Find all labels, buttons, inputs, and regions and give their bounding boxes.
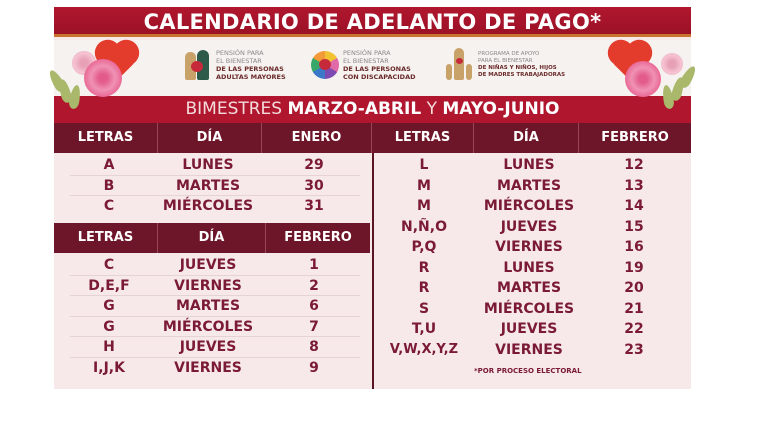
col-febrero-right: FEBRERO [601,130,669,145]
febrero-left-table: C JUEVES 1 D,E,F VIERNES 2 G MARTES 6 G MIÉRCOL… [70,255,360,378]
payment-calendar-poster: CALENDARIO DE ADELANTO DE PAGO* PENSIÓN … [46,7,699,389]
logo-madres-trabajadoras: PROGRAMA DE APOYO PARA EL BIENESTAR DE NI… [444,46,565,84]
program-logos-strip: PENSIÓN PARA EL BIENESTAR DE LAS PERSONAS… [54,40,691,96]
table-row: R LUNES 19 [418,259,644,276]
table-header-row: LETRAS DÍA ENERO LETRAS DÍA FEBRERO [54,123,691,153]
table-row: C MIÉRCOLES 31 [103,198,324,214]
col-letras: LETRAS [54,123,158,153]
table-row: D,E,F VIERNES 2 [70,276,360,296]
flowers-decoration-left [46,35,138,115]
col-enero: ENERO [262,123,372,153]
flowers-decoration-right [607,35,699,115]
poster-title: CALENDARIO DE ADELANTO DE PAGO* [54,7,691,37]
table-row: G MIÉRCOLES 7 [70,317,360,337]
elderly-couple-heart-icon [182,46,212,84]
col-dia-right: DÍA [474,123,579,153]
table-row: I,J,K VIERNES 9 [93,359,319,376]
table-row: P,Q VIERNES 16 [411,239,644,255]
col-letras-right: LETRAS [372,123,474,153]
enero-table: A LUNES 29 B MARTES 30 C MIÉRCOLES 31 [70,155,360,217]
logo-text: PENSIÓN PARA EL BIENESTAR DE LAS PERSONAS… [216,49,286,81]
table-row: L LUNES 12 [419,157,644,173]
febrero-left-header-row: LETRAS DÍA FEBRERO [54,223,370,253]
table-row: C JUEVES 1 [70,255,360,276]
mother-children-icon [444,46,474,84]
table-row: V,W,X,Y,Z VIERNES 23 [389,341,644,358]
febrero-right-table: L LUNES 12 M MARTES 13 M MIÉRCOLES 14 N,Ñ,O JUE… [374,155,691,360]
disability-circle-heart-icon [309,46,339,84]
table-row: N,Ñ,O JUEVES 15 [401,218,644,235]
table-row: M MIÉRCOLES 14 [417,198,644,214]
table-row: S MIÉRCOLES 21 [418,300,644,317]
logo-text: PENSIÓN PARA EL BIENESTAR DE LAS PERSONAS… [343,49,416,81]
table-row: G MARTES 6 [70,296,360,317]
footnote: *POR PROCESO ELECTORAL [474,367,582,375]
logo-discapacidad: PENSIÓN PARA EL BIENESTAR DE LAS PERSONAS… [309,46,416,84]
table-row: A LUNES 29 [70,155,360,176]
center-divider [372,153,374,389]
table-row: T,U JUEVES 22 [411,321,644,337]
logo-adultos-mayores: PENSIÓN PARA EL BIENESTAR DE LAS PERSONAS… [182,46,286,84]
logo-text: PROGRAMA DE APOYO PARA EL BIENESTAR DE NI… [478,51,566,78]
table-row: H JUEVES 8 [70,337,360,358]
table-row: M MARTES 13 [417,177,644,194]
col-dia: DÍA [158,123,262,153]
table-row: B MARTES 30 [70,176,360,196]
bimestres-subtitle: BIMESTRES MARZO-ABRIL Y MAYO-JUNIO [54,96,691,123]
table-row: R MARTES 20 [418,280,644,296]
